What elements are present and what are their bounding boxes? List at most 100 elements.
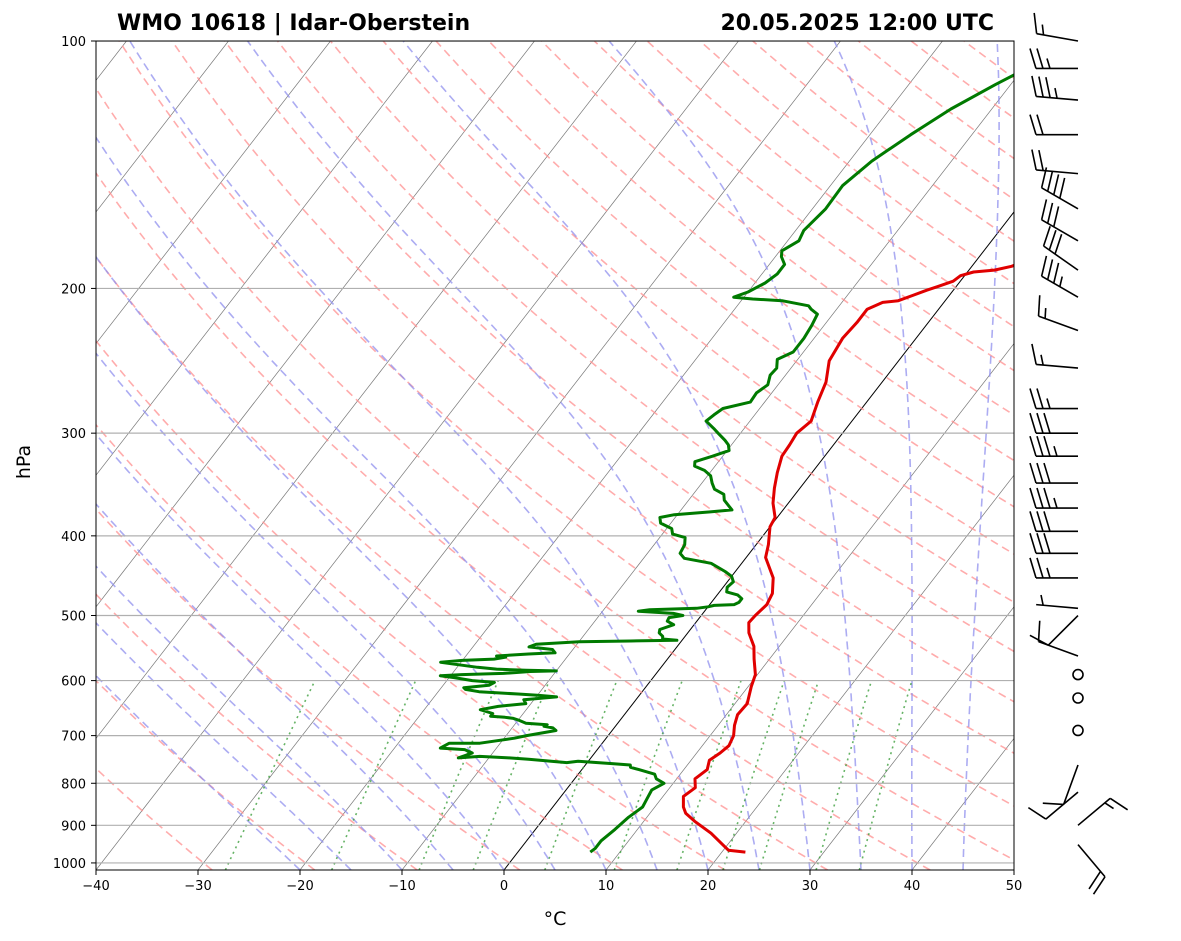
barb-flag	[1036, 487, 1044, 509]
x-tick-label: 50	[1006, 879, 1023, 894]
barb-flag	[1029, 388, 1037, 409]
barb-half-flag	[1040, 594, 1044, 606]
wind-barb	[1040, 255, 1079, 298]
barb-flag	[1043, 412, 1051, 434]
barb-half-flag	[1059, 276, 1063, 287]
barb-flag	[1052, 174, 1060, 195]
dry-adiabat	[541, 41, 1014, 417]
barb-flag	[1033, 12, 1038, 34]
y-tick-label: 800	[61, 777, 86, 792]
moist-adiabat	[96, 674, 301, 870]
barb-half-flag	[1041, 24, 1045, 36]
barb-flag	[1038, 149, 1044, 171]
wind-barb	[1029, 48, 1078, 70]
x-tick-label: 30	[802, 879, 819, 894]
wind-barb	[1077, 844, 1106, 895]
dry-adiabat	[96, 87, 1014, 861]
wind-barb	[1040, 167, 1079, 210]
wind-barb	[1040, 199, 1079, 242]
barb-flag	[1031, 75, 1037, 97]
dry-adiabat	[488, 41, 1014, 462]
isotherm	[96, 41, 331, 345]
barb-half-flag	[1104, 802, 1114, 810]
wind-barb	[1037, 295, 1079, 332]
moist-adiabat	[608, 41, 862, 870]
mixing-ratio-line	[758, 680, 820, 870]
dry-adiabat	[96, 423, 623, 870]
y-tick-label: 100	[61, 35, 86, 50]
moist-adiabat	[96, 565, 403, 870]
barb-flag	[1029, 114, 1037, 135]
barb-flag	[1054, 233, 1063, 255]
moist-adiabat	[962, 41, 1000, 870]
y-tick-label: 500	[61, 610, 86, 625]
barb-flag	[1043, 435, 1051, 457]
mixing-ratio-line	[815, 680, 873, 870]
barb-flag	[1045, 77, 1051, 98]
dewpoint-line	[438, 73, 1014, 854]
wind-barb	[1027, 791, 1079, 820]
moist-adiabat	[96, 136, 658, 870]
barb-flag	[1036, 511, 1044, 532]
wind-barb	[1077, 797, 1129, 826]
zero-isotherm	[503, 211, 1014, 870]
isotherm	[96, 41, 433, 476]
barb-flag	[1088, 870, 1102, 890]
y-axis-label: hPa	[13, 445, 35, 479]
profiles	[438, 73, 1014, 854]
barb-flag	[1038, 76, 1044, 98]
barb-flag	[1036, 557, 1044, 579]
x-tick-label: −20	[286, 879, 313, 894]
barb-shaft	[1038, 640, 1079, 657]
isotherm	[707, 474, 1014, 870]
dry-adiabat	[1070, 41, 1181, 870]
barb-flag	[1029, 511, 1037, 532]
barb-half-flag	[1053, 445, 1058, 457]
wind-barb	[1029, 388, 1078, 410]
y-tick-label: 300	[61, 427, 86, 442]
barb-flag	[1031, 343, 1037, 365]
isotherm	[96, 41, 637, 739]
dry-adiabat	[805, 41, 1014, 201]
mixing-ratio-line	[722, 680, 785, 870]
mixing-ratio-line	[418, 680, 499, 870]
wind-barb	[1029, 614, 1079, 646]
wind-barb	[1031, 149, 1079, 175]
wind-barb	[1029, 114, 1078, 136]
calm-circle	[1072, 724, 1084, 737]
mixing-ratio-line	[544, 680, 618, 870]
barb-flag	[1036, 435, 1044, 457]
dry-adiabat	[96, 593, 418, 870]
wind-barb	[1033, 12, 1079, 42]
barb-flag	[1029, 533, 1037, 554]
isotherm	[197, 41, 841, 870]
barb-flag	[1059, 177, 1066, 199]
x-tick-label: −40	[82, 879, 109, 894]
wind-barb	[1031, 343, 1079, 369]
dry-adiabat	[171, 41, 1014, 755]
dry-adiabat	[593, 41, 1014, 372]
moist-adiabat	[246, 41, 760, 870]
barb-flag	[1029, 557, 1037, 579]
dry-adiabat	[329, 41, 1014, 604]
barb-half-flag	[1053, 497, 1058, 509]
barb-flag	[1027, 806, 1047, 820]
y-tick-label: 1000	[53, 857, 86, 872]
dry-adiabat	[96, 679, 316, 870]
calm-circle	[1072, 692, 1084, 704]
moist-adiabat	[96, 255, 607, 870]
mixing-ratio-line	[858, 680, 913, 870]
barb-flag	[1042, 225, 1051, 247]
moist-adiabat	[96, 502, 454, 870]
barb-flag	[1043, 533, 1051, 554]
barb-flag	[1109, 797, 1129, 811]
dry-adiabat	[276, 41, 1014, 653]
dry-adiabat	[224, 41, 1014, 703]
title-left: WMO 10618 | Idar-Oberstein	[117, 11, 470, 36]
wind-barb	[1036, 594, 1079, 610]
barb-flag	[1048, 229, 1057, 251]
y-tick-label: 900	[61, 819, 86, 834]
moist-adiabat	[402, 41, 811, 870]
barb-flag	[1040, 255, 1048, 277]
